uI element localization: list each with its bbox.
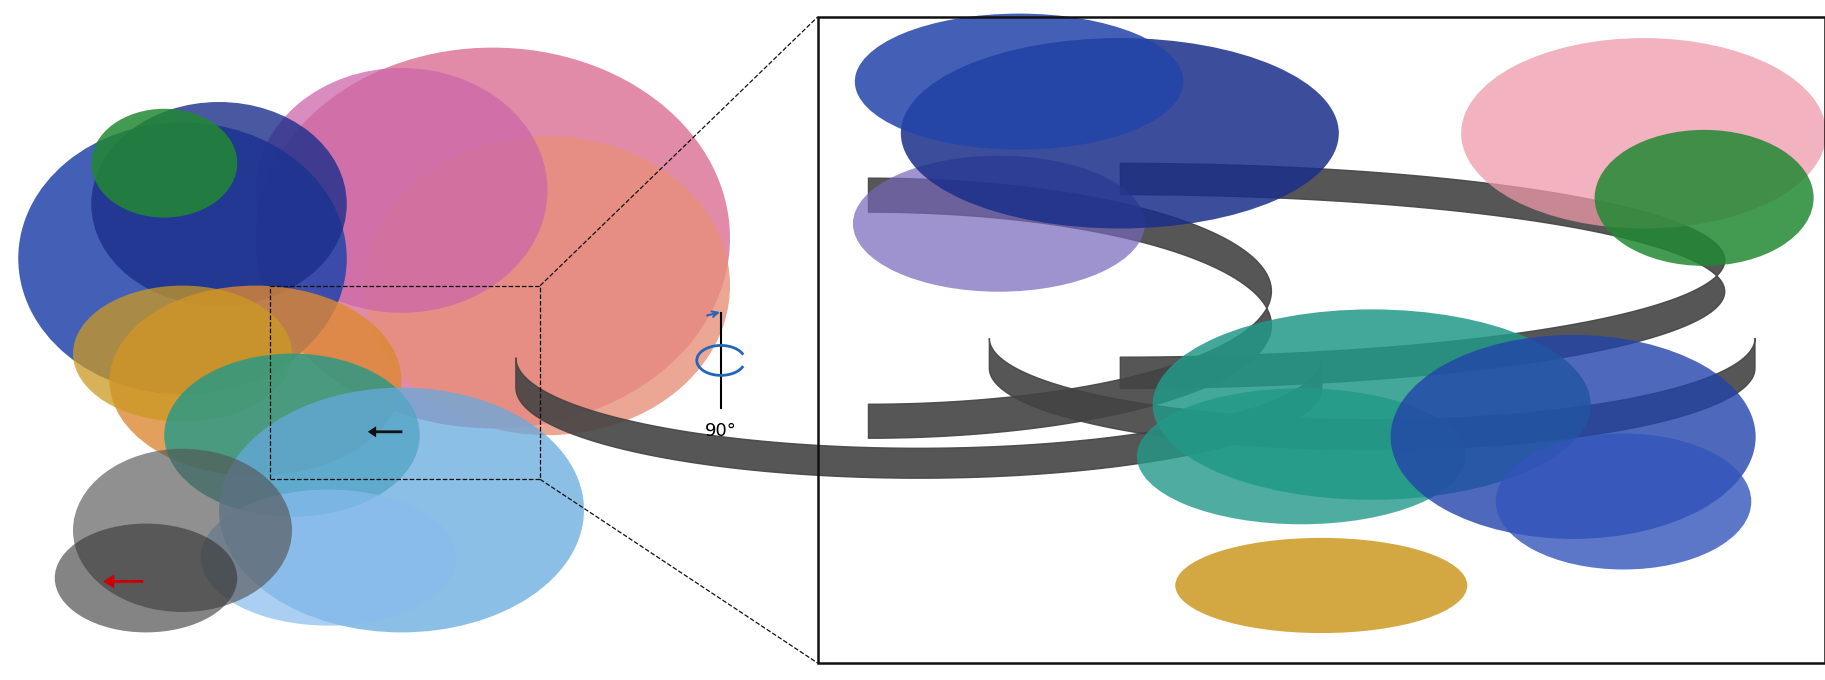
Ellipse shape: [1462, 38, 1825, 228]
Ellipse shape: [902, 38, 1340, 228]
Ellipse shape: [1153, 309, 1591, 500]
Text: 90°: 90°: [704, 422, 737, 439]
Ellipse shape: [73, 449, 292, 612]
Ellipse shape: [110, 286, 402, 476]
Bar: [270, 286, 540, 479]
Ellipse shape: [219, 388, 584, 632]
Ellipse shape: [73, 286, 292, 422]
Ellipse shape: [164, 354, 420, 517]
Bar: [818, 17, 1825, 663]
Ellipse shape: [1137, 388, 1465, 524]
Bar: [818, 17, 1825, 663]
Ellipse shape: [1391, 335, 1756, 539]
Ellipse shape: [201, 490, 456, 626]
Ellipse shape: [91, 102, 347, 306]
Ellipse shape: [854, 14, 1183, 150]
Ellipse shape: [1595, 130, 1814, 266]
Ellipse shape: [256, 48, 730, 428]
Ellipse shape: [852, 156, 1144, 292]
Ellipse shape: [18, 122, 347, 394]
Ellipse shape: [55, 524, 237, 632]
Ellipse shape: [1175, 538, 1467, 633]
Ellipse shape: [1496, 434, 1752, 570]
Ellipse shape: [91, 109, 237, 218]
Ellipse shape: [256, 68, 548, 313]
Ellipse shape: [365, 136, 730, 435]
